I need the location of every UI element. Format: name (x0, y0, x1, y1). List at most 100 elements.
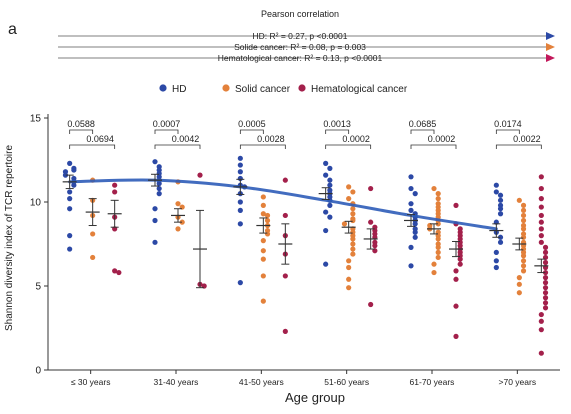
data-point (264, 231, 271, 237)
data-point (346, 276, 352, 282)
data-point (457, 256, 463, 262)
data-point (237, 162, 243, 168)
comparison-bracket (495, 129, 520, 134)
data-point (408, 185, 414, 192)
data-point (538, 318, 544, 324)
data-point (90, 231, 96, 237)
data-point (453, 202, 459, 208)
data-point (412, 234, 418, 240)
x-tick-label: 41-50 years (239, 377, 284, 387)
pearson-box: Pearson correlation HD: R² = 0.27, p <0.… (58, 9, 555, 63)
data-point (497, 206, 504, 212)
x-tick-label: >70 years (499, 377, 537, 387)
y-axis-title: Shannon diversity index of TCR repertoir… (4, 145, 15, 331)
data-point (368, 219, 374, 225)
data-point (260, 202, 266, 208)
error-bars (62, 173, 549, 289)
data-point (346, 258, 352, 264)
comparison-p-value: 0.0005 (238, 119, 266, 129)
data-points (62, 155, 549, 356)
legend-marker (298, 84, 306, 92)
data-point (346, 184, 352, 190)
data-point (493, 182, 499, 188)
data-point (538, 185, 544, 192)
data-point (323, 160, 329, 166)
data-point (327, 214, 333, 220)
data-point (368, 185, 374, 192)
data-point (520, 212, 527, 219)
trend-line-path (68, 178, 498, 231)
data-point (67, 206, 73, 212)
pearson-text: HD: R² = 0.27, p <0.0001 (253, 31, 348, 41)
data-point (71, 182, 77, 188)
data-point (520, 253, 527, 259)
comparison-p-value: 0.0174 (494, 119, 522, 129)
data-point (67, 233, 73, 239)
x-axis-title: Age group (285, 390, 345, 405)
data-point (346, 285, 352, 291)
data-point (435, 236, 441, 242)
pearson-arrow (546, 32, 555, 40)
data-point (408, 201, 414, 207)
data-point (282, 177, 288, 183)
data-point (542, 259, 549, 266)
comparison-bracket (410, 129, 435, 134)
data-point (67, 196, 73, 202)
data-point (435, 254, 441, 261)
data-point (346, 196, 352, 202)
data-point (520, 226, 527, 232)
data-point (542, 275, 549, 281)
comparison-bracket (69, 129, 94, 134)
data-point (346, 264, 352, 271)
data-point (112, 268, 118, 274)
comparison-p-value: 0.0028 (257, 134, 285, 144)
legend-label: Hematological cancer (311, 84, 408, 95)
data-point (350, 217, 356, 224)
data-point (497, 239, 504, 245)
data-point (457, 261, 463, 267)
data-point (264, 217, 271, 224)
data-point (260, 273, 266, 279)
data-point (520, 263, 527, 269)
data-point (538, 239, 544, 245)
data-point (237, 155, 243, 161)
axes: 0 5 10 15 ≤ 30 years 31-40 years 41-50 years 51… (30, 114, 560, 387)
data-point (327, 165, 333, 171)
data-point (350, 246, 356, 252)
data-point (327, 177, 333, 183)
comparison-p-value: 0.0013 (323, 119, 351, 129)
data-point (453, 333, 459, 339)
data-point (368, 301, 374, 308)
data-point (350, 251, 356, 257)
panel-label: a (8, 21, 17, 38)
data-point (493, 258, 499, 264)
data-point (520, 207, 527, 213)
x-tick-label: 31-40 years (154, 377, 199, 387)
data-point (237, 221, 243, 227)
pearson-title: Pearson correlation (261, 9, 339, 19)
data-point (156, 191, 162, 197)
data-point (538, 226, 544, 232)
data-point (237, 199, 243, 205)
data-point (493, 264, 499, 271)
data-point (112, 189, 118, 195)
data-point (493, 249, 499, 255)
pearson-text: Solide cancer: R² = 0.08, p = 0.003 (234, 42, 366, 52)
data-point (175, 201, 181, 207)
trend-line (68, 178, 498, 231)
data-point (453, 276, 459, 282)
data-point (260, 256, 266, 262)
data-point (323, 227, 329, 234)
comparison-bracket (69, 144, 116, 149)
pearson-text: Hematological cancer: R² = 0.13, p <0.00… (218, 53, 383, 63)
data-point (327, 202, 333, 208)
data-point (350, 241, 356, 247)
data-point (538, 204, 544, 210)
data-point (260, 298, 266, 304)
data-point (516, 281, 522, 287)
x-tick-label: 61-70 years (410, 377, 455, 387)
data-point (152, 159, 158, 165)
comparison-bracket (325, 144, 372, 149)
data-point (372, 243, 378, 249)
